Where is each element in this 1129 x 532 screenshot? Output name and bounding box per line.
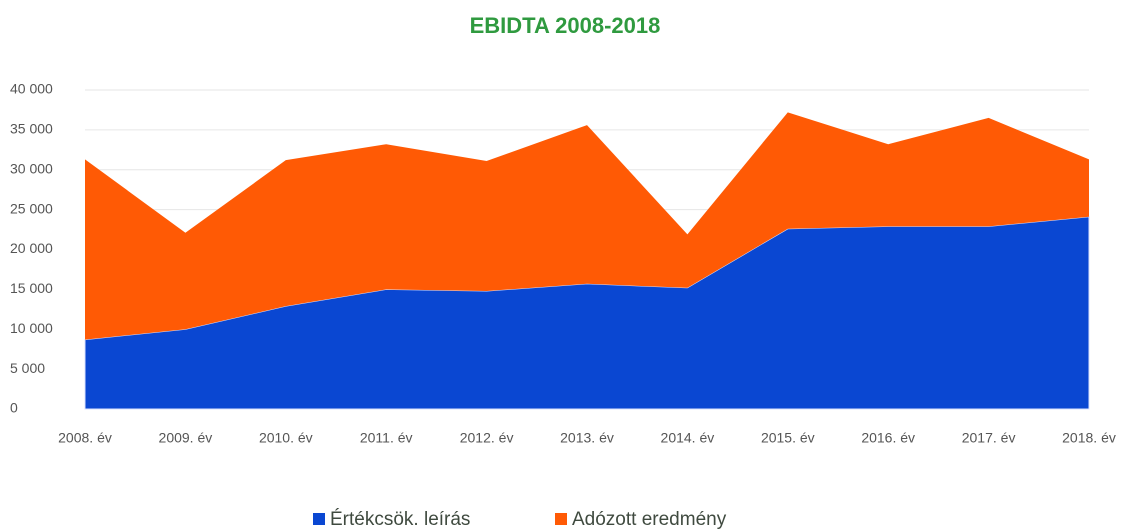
x-tick-label: 2016. év [861,430,915,446]
x-tick-label: 2017. év [962,430,1016,446]
y-tick-label: 5 000 [10,360,45,376]
y-tick-label: 30 000 [10,160,53,176]
x-tick-label: 2009. év [159,430,213,446]
legend-label: Adózott eredmény [572,509,727,530]
chart-title: EBIDTA 2008-2018 [470,13,661,38]
x-tick-label: 2010. év [259,430,313,446]
legend-label: Értékcsök. leírás [330,509,470,530]
x-tick-label: 2008. év [58,430,112,446]
y-tick-label: 15 000 [10,280,53,296]
area [85,112,1089,340]
x-tick-label: 2011. év [360,430,413,446]
x-tick-label: 2015. év [761,430,815,446]
y-tick-label: 25 000 [10,200,53,216]
y-tick-label: 35 000 [10,121,53,137]
x-tick-label: 2018. év [1062,430,1116,446]
y-tick-label: 40 000 [10,81,53,97]
x-tick-label: 2014. év [661,430,715,446]
x-tick-label: 2013. év [560,430,614,446]
y-tick-label: 0 [10,400,18,416]
y-tick-label: 20 000 [10,240,53,256]
legend-swatch [555,513,567,525]
legend-swatch [313,513,325,525]
x-tick-label: 2012. év [460,430,514,446]
y-tick-label: 10 000 [10,320,53,336]
